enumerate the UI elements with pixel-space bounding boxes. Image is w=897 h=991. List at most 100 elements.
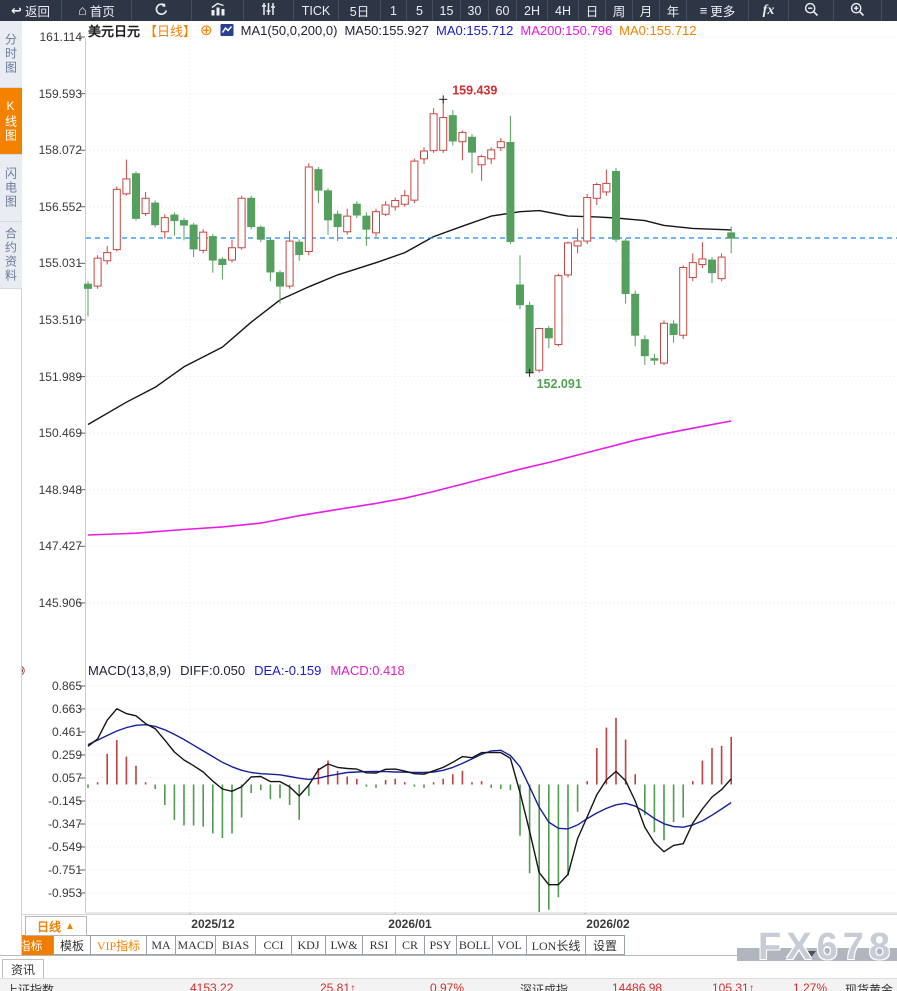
macd-title: MACD(13,8,9) <box>88 663 172 678</box>
macd-axis-label: -0.751 <box>47 862 82 877</box>
indicator-tab-CR[interactable]: CR <box>395 935 425 955</box>
ma0-orange-value: MA0:155.712 <box>619 22 697 38</box>
ma200-value: MA200:150.796 <box>520 22 613 38</box>
symbol-name: 美元日元 <box>88 23 141 39</box>
home-icon: ⌂ <box>78 2 87 18</box>
x-axis-row <box>0 914 897 936</box>
toolbar-period-5d-button[interactable]: 5日 <box>339 0 381 21</box>
ticker-item[interactable]: 现货黄金 <box>845 983 894 991</box>
ticker-item[interactable]: 14486.98 <box>612 981 663 991</box>
toolbar-period-day-button[interactable]: 日 <box>579 0 606 21</box>
macd-axis-label: -0.347 <box>47 816 82 831</box>
indicator-tab-LON长线[interactable]: LON长线 <box>526 935 586 955</box>
indicator-tab-MACD[interactable]: MACD <box>175 935 216 955</box>
ticker-item[interactable]: 25.81↑ <box>320 981 357 991</box>
toolbar-period-4h-button[interactable]: 4H <box>548 0 579 21</box>
high-annotation: 159.439 <box>452 83 497 97</box>
bars-chart-icon <box>210 2 226 19</box>
toolbar-period-1-button[interactable]: 1 <box>381 0 407 21</box>
macd-axis-label: 0.663 <box>51 701 82 716</box>
macd-legend: MACD(13,8,9) DIFF:0.050 DEA:-0.159 MACD:… <box>88 663 405 678</box>
low-annotation: 152.091 <box>537 377 582 391</box>
indicator-tab-PSY[interactable]: PSY <box>424 935 457 955</box>
toolbar-home[interactable]: ⌂ 首页 <box>62 0 132 21</box>
toolbar-zoom-in[interactable] <box>834 0 882 21</box>
chevron-up-icon: ▲ <box>65 920 75 932</box>
price-axis-label: 161.114 <box>39 30 83 44</box>
ticker-item[interactable]: 深证成指 <box>520 983 569 991</box>
toolbar-period-30-button[interactable]: 30 <box>461 0 489 21</box>
indicator-tab-VIP指标[interactable]: VIP指标 <box>90 935 147 955</box>
macd-axis-label: -0.953 <box>47 885 82 900</box>
toolbar-period-tick-button[interactable]: TICK <box>294 0 339 21</box>
indicator-tab-VOL[interactable]: VOL <box>492 935 527 955</box>
kline-icon <box>220 23 234 37</box>
indicator-tab-LW&[interactable]: LW& <box>325 935 363 955</box>
macd-axis-label: -0.549 <box>47 839 82 854</box>
menu-icon: ≡ <box>699 2 708 18</box>
toolbar-period-15-button[interactable]: 15 <box>433 0 461 21</box>
toolbar-period-week-button[interactable]: 周 <box>606 0 633 21</box>
refresh-icon <box>154 2 169 20</box>
horizontal-scrollbar[interactable] <box>737 948 897 961</box>
sidebar-tab-闪电图[interactable]: 闪电图 <box>0 155 22 222</box>
indicator-tab-MA[interactable]: MA <box>146 935 176 955</box>
price-axis-label: 148.948 <box>38 482 82 497</box>
x-axis-label: 2026/02 <box>586 917 630 931</box>
ticker-item[interactable]: 105.31↑ <box>712 981 755 991</box>
ma0-blue-value: MA0:155.712 <box>436 22 514 38</box>
ticker-item[interactable]: 4153.22 <box>190 981 234 991</box>
chart-type-sidebar: 分时图 K线图 闪电图 合约资料 <box>0 21 22 955</box>
ticker-item[interactable]: 1.27% <box>793 981 828 991</box>
toolbar-chart-style[interactable] <box>192 0 244 21</box>
indicator-tab-设置[interactable]: 设置 <box>585 935 625 955</box>
sidebar-tab-合约资料[interactable]: 合约资料 <box>0 222 22 289</box>
price-axis-label: 153.510 <box>38 312 82 327</box>
ticker-item[interactable]: 0.97% <box>430 981 465 991</box>
indicator-tab-模板[interactable]: 模板 <box>53 935 91 955</box>
macd-axis-label: -0.145 <box>47 793 82 808</box>
ma50-value: MA50:155.927 <box>344 22 430 38</box>
indicator-tab-BIAS[interactable]: BIAS <box>215 935 256 955</box>
toolbar-formula-button[interactable]: fx <box>749 0 789 21</box>
indicator-tab-CCI[interactable]: CCI <box>255 935 292 955</box>
ticker-item[interactable]: 上证指数 <box>6 983 55 991</box>
indicator-tab-RSI[interactable]: RSI <box>362 935 396 955</box>
toolbar-back[interactable]: ↩ 返回 <box>0 0 62 21</box>
toolbar-period-2h-button[interactable]: 2H <box>517 0 548 21</box>
chart-legend: 美元日元 【日线】 ⊕ MA1(50,0,200,0) MA50:155.927… <box>88 22 697 39</box>
price-axis-label: 155.031 <box>38 256 82 271</box>
toolbar-period-month-button[interactable]: 月 <box>633 0 660 21</box>
x-axis-label: 2025/12 <box>191 917 235 931</box>
macd-axis-label: 0.865 <box>51 679 82 693</box>
price-axis-label: 159.593 <box>38 86 82 101</box>
period-selector[interactable]: 日线 ▲ <box>25 916 87 936</box>
toolbar-indicator-settings[interactable] <box>244 0 294 21</box>
toolbar-more[interactable]: ≡ 更多 <box>687 0 749 21</box>
indicator-tab-KDJ[interactable]: KDJ <box>291 935 326 955</box>
price-axis-label: 147.427 <box>38 539 82 554</box>
toolbar-period-year-button[interactable]: 年 <box>660 0 687 21</box>
indicator-tab-BOLL[interactable]: BOLL <box>456 935 493 955</box>
toolbar-refresh[interactable] <box>132 0 192 21</box>
quote-ticker: 上证指数 4153.22 25.81↑ 0.97% 深证成指 14486.98 105.31… <box>0 978 897 991</box>
sidebar-tab-K线图[interactable]: K线图 <box>0 88 22 155</box>
tab-news[interactable]: 资讯 <box>2 959 44 979</box>
price-axis-label: 145.906 <box>38 595 82 610</box>
toolbar-zoom-out[interactable] <box>789 0 834 21</box>
toolbar-period-60-button[interactable]: 60 <box>489 0 517 21</box>
x-axis-label: 2026/01 <box>388 917 432 931</box>
zoom-in-icon <box>850 2 865 20</box>
macd-axis-label: 0.057 <box>51 770 82 785</box>
price-axis-label: 156.552 <box>38 199 82 214</box>
period-label: 【日线】 <box>144 23 197 39</box>
toolbar-period-5-button[interactable]: 5 <box>407 0 433 21</box>
period-selector-label: 日线 <box>37 919 62 934</box>
top-toolbar: ↩ 返回 ⌂ 首页 TICK 5日 1 5 15 30 60 2H 4H 日周月年 ≡ 更多 fx <box>0 0 897 21</box>
add-indicator-icon[interactable]: ⊕ <box>200 22 213 39</box>
sidebar-tab-分时图[interactable]: 分时图 <box>0 21 22 88</box>
scrollbar-handle-icon[interactable] <box>804 951 816 959</box>
macd-dea-value: DEA:-0.159 <box>254 663 322 678</box>
